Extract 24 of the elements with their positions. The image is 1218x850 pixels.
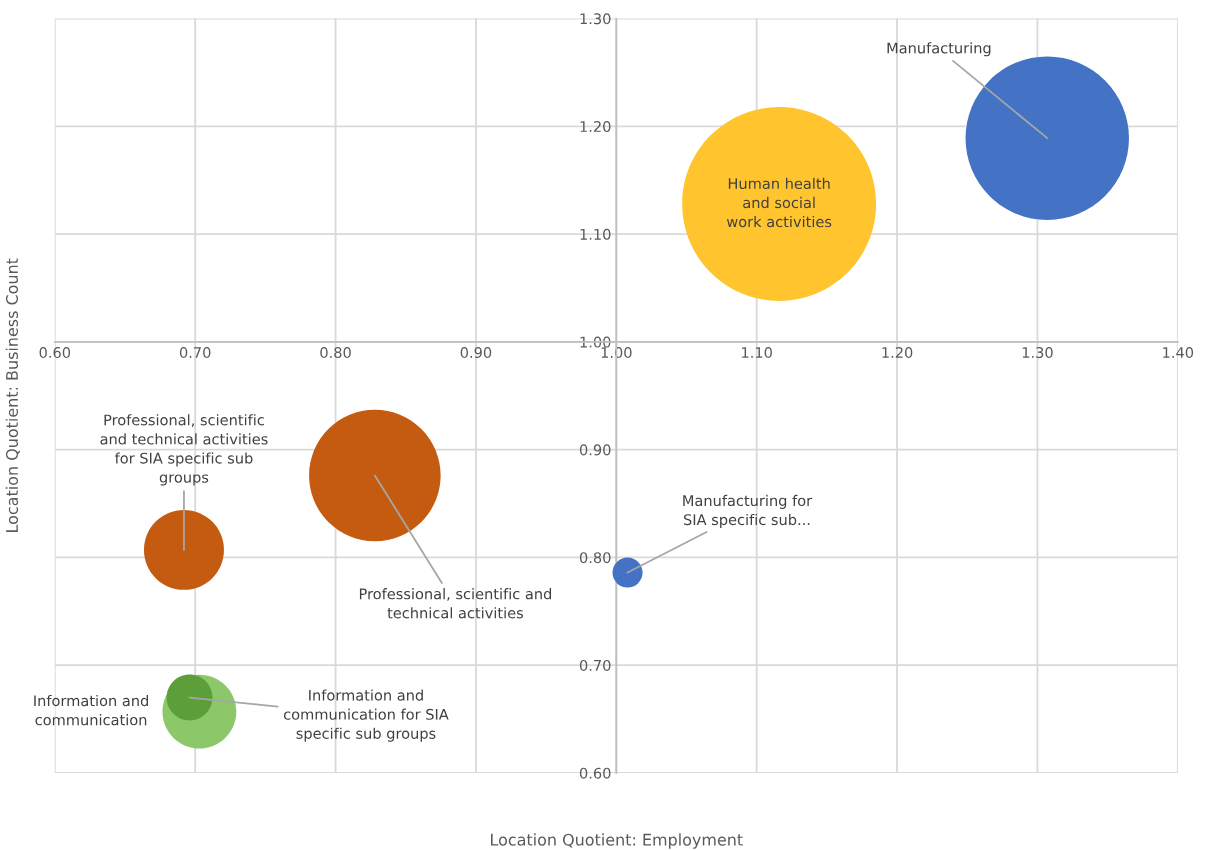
y-tick-label: 0.60 (579, 767, 611, 779)
text: Professional, scientific and technical activities for SIA specific sub groups (100, 414, 268, 486)
x-tick-label: 0.80 (320, 346, 351, 359)
y-tick-label: 0.70 (579, 659, 611, 671)
text: Manufacturing for SIA specific sub... (683, 494, 813, 529)
x-tick-label: 1.10 (742, 346, 772, 359)
y-tick-label: 0.80 (579, 552, 611, 564)
x-tick-label: 1.20 (882, 346, 913, 359)
text: Professional, scientific and technical activities (359, 588, 552, 619)
x-tick-label: 1.40 (1163, 346, 1194, 359)
x-tick-label: 0.90 (460, 346, 492, 359)
series-label: Information and communication (34, 694, 148, 726)
text: Information and communication for SIA specific sub groups (283, 689, 449, 742)
y-tick-label: 1.10 (580, 228, 611, 240)
x-tick-label: 1.30 (1022, 346, 1053, 359)
x-tick-label: 0.70 (179, 346, 211, 359)
x-axis-title: Location Quotient: Employment (491, 833, 743, 849)
y-tick-label: 1.20 (580, 121, 611, 133)
series-label: Human health and social work activities (726, 177, 832, 228)
y-tick-label: 1.30 (580, 13, 611, 25)
series-label: Manufacturing (887, 42, 991, 57)
y-tick-label: 0.90 (579, 444, 611, 456)
x-tick-label: 0.60 (39, 346, 71, 359)
y-axis-title: Location Quotient: Business Count (5, 258, 20, 532)
